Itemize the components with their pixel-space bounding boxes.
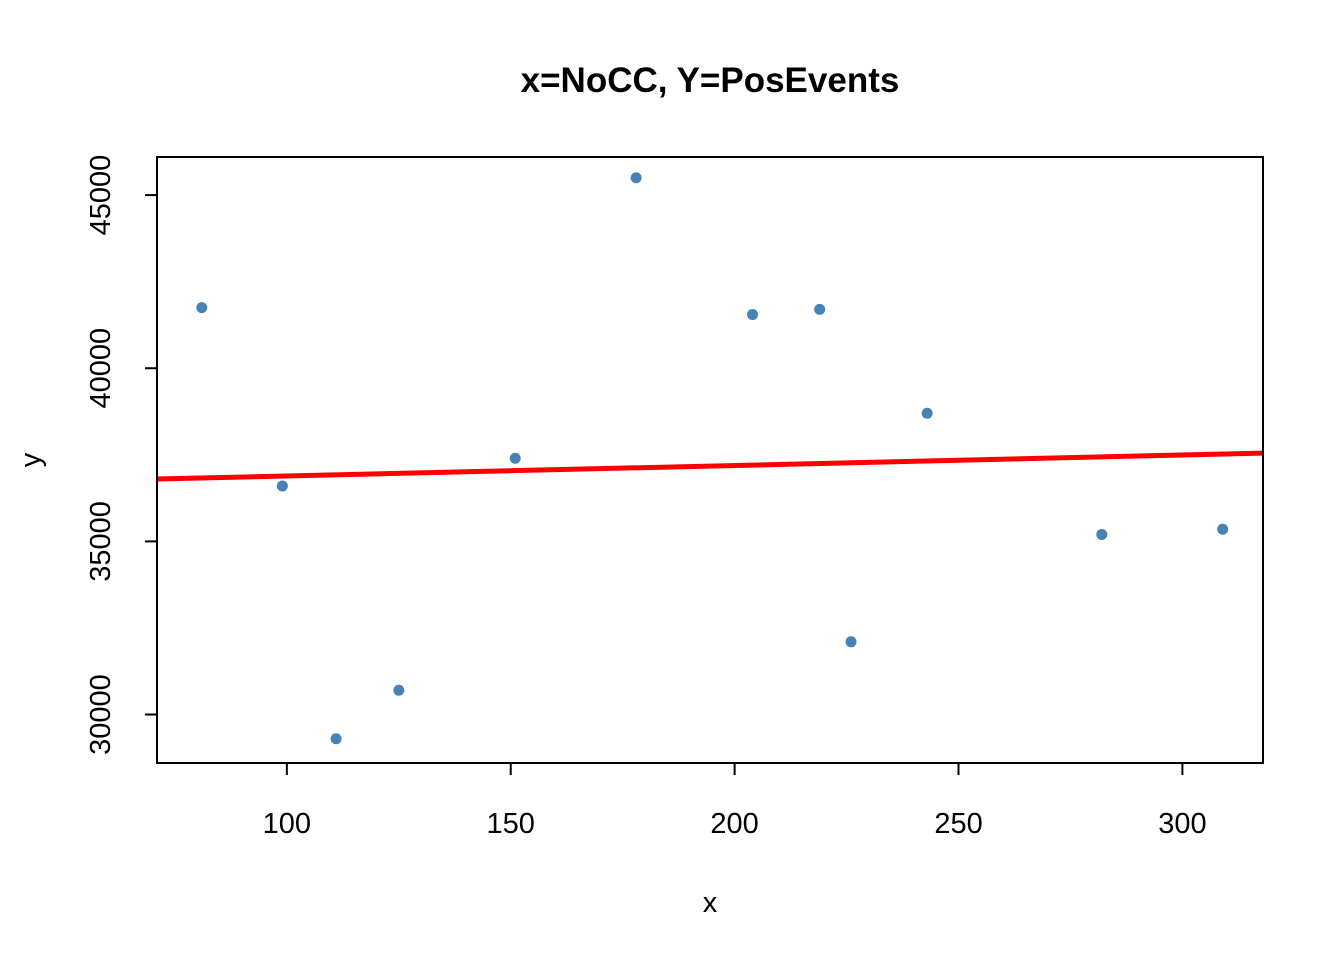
x-axis-label: x — [703, 887, 718, 919]
x-tick-label: 200 — [710, 808, 758, 840]
chart-title: x=NoCC, Y=PosEvents — [521, 61, 900, 100]
data-point — [509, 452, 521, 464]
data-point — [393, 684, 405, 696]
y-axis-label: y — [15, 452, 47, 467]
x-tick-label: 100 — [263, 808, 311, 840]
data-point — [747, 309, 759, 321]
y-tick-label: 40000 — [85, 328, 117, 409]
data-point — [630, 172, 642, 184]
y-axis: 30000 35000 40000 45000 — [85, 155, 157, 755]
data-point — [1096, 528, 1108, 540]
data-point — [921, 407, 933, 419]
data-point — [814, 303, 826, 315]
y-tick-label: 45000 — [85, 155, 117, 236]
regression-line — [156, 450, 1264, 482]
data-point — [330, 733, 342, 745]
plot-frame — [156, 156, 1264, 764]
x-axis: 100 150 200 250 300 — [263, 763, 1207, 840]
x-tick-label: 300 — [1158, 808, 1206, 840]
y-tick-label: 35000 — [85, 501, 117, 582]
x-tick-label: 250 — [934, 808, 982, 840]
x-tick-label: 150 — [487, 808, 535, 840]
data-point — [276, 480, 288, 492]
data-point — [1217, 523, 1229, 535]
data-point — [196, 302, 208, 314]
data-point — [845, 636, 857, 648]
y-tick-label: 30000 — [85, 674, 117, 755]
